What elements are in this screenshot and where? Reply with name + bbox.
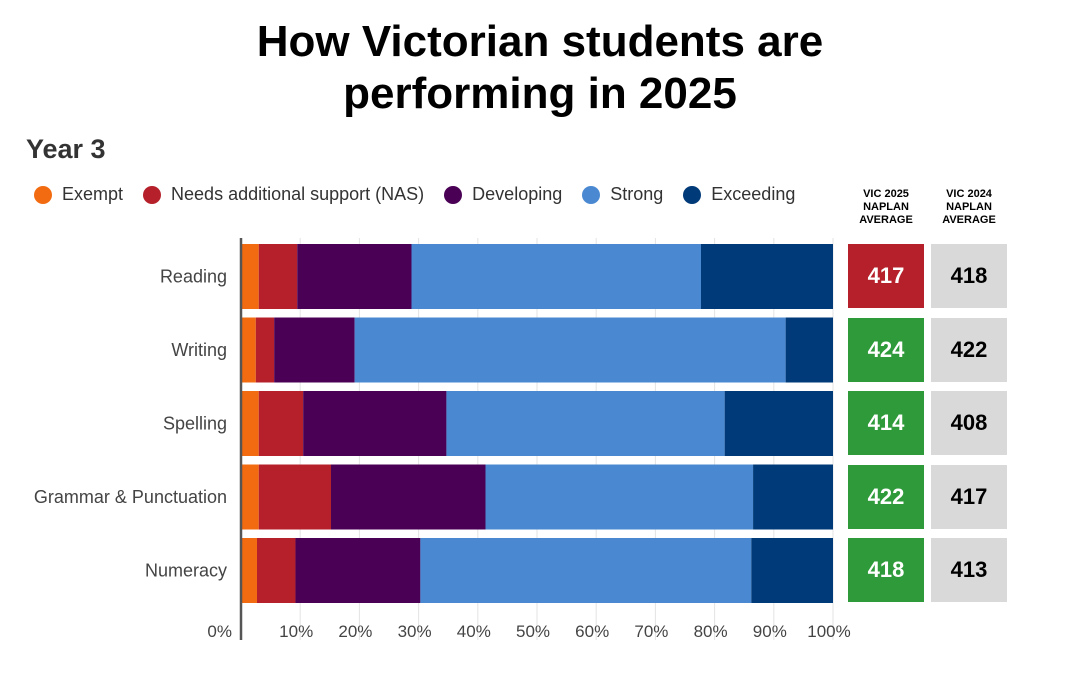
bar-segment — [420, 538, 752, 603]
bar-segment — [258, 464, 331, 530]
x-tick-label: 20% — [338, 622, 372, 641]
column-header-vic2025: VIC 2025 NAPLAN AVERAGE — [846, 188, 926, 227]
column-header-vic2024-line-2: NAPLAN — [946, 201, 992, 213]
bar-segment — [446, 391, 725, 456]
bar-segment — [258, 391, 304, 456]
legend-label-exempt: Exempt — [62, 184, 124, 204]
bar-segment — [256, 538, 296, 603]
vic2025-average-value: 422 — [848, 464, 924, 529]
category-label: Writing — [171, 340, 227, 360]
vic2024-average-value: 413 — [931, 538, 1007, 602]
legend-label-exceeding: Exceeding — [711, 184, 796, 204]
legend-swatch-strong — [582, 185, 601, 204]
bar-segment — [485, 464, 754, 530]
bar-segment — [255, 317, 275, 383]
x-tick-label: 50% — [516, 622, 550, 641]
bar-segment — [241, 391, 259, 456]
legend-swatch-developing — [444, 185, 463, 204]
bar-segment — [724, 391, 833, 456]
vic2025-average-value: 417 — [848, 244, 924, 308]
x-tick-label: 80% — [694, 622, 728, 641]
bar-segment — [330, 464, 486, 530]
vic2024-average-value: 422 — [931, 317, 1007, 382]
legend-item-developing: Developing — [444, 184, 562, 205]
vic2025-average-value: 424 — [848, 317, 924, 382]
chart-title: How Victorian students are performing in… — [0, 16, 1080, 120]
bar-segment — [241, 244, 259, 309]
legend-item-strong: Strong — [582, 184, 663, 205]
vic2024-average-value: 417 — [931, 464, 1007, 529]
chart-subtitle: Year 3 — [26, 134, 106, 164]
bar-segment — [241, 538, 257, 603]
x-tick-label: 70% — [634, 622, 668, 641]
chart-title-line-2: performing in 2025 — [343, 69, 737, 118]
column-header-vic2025-line-1: VIC 2025 — [863, 188, 909, 200]
vic2024-average-value: 408 — [931, 391, 1007, 455]
legend-swatch-exempt — [34, 185, 52, 204]
legend-swatch-exceeding — [683, 185, 702, 204]
x-tick-label: 60% — [575, 622, 609, 641]
vic2025-average-value: 414 — [848, 391, 924, 455]
bar-segment — [295, 538, 421, 603]
bar-segment — [411, 244, 701, 309]
legend-item-nas: Needs additional support (NAS) — [143, 184, 424, 205]
bar-segment — [785, 317, 833, 383]
x-tick-label: 0% — [207, 622, 232, 641]
bar-segment — [274, 317, 355, 383]
bar-segment — [241, 464, 259, 530]
bar-segment — [297, 244, 412, 309]
column-header-vic2024-line-3: AVERAGE — [942, 214, 996, 226]
column-header-vic2024-line-1: VIC 2024 — [946, 188, 992, 200]
bar-segment — [241, 317, 256, 383]
x-tick-label: 30% — [398, 622, 432, 641]
x-tick-label: 90% — [753, 622, 787, 641]
category-label: Numeracy — [145, 561, 227, 581]
bar-segment — [354, 317, 786, 383]
column-header-vic2025-line-3: AVERAGE — [859, 214, 913, 226]
category-label: Reading — [160, 267, 227, 287]
legend-item-exempt: Exempt — [34, 184, 123, 205]
legend-label-developing: Developing — [472, 184, 563, 204]
bar-segment — [258, 244, 298, 309]
column-header-vic2025-line-2: NAPLAN — [863, 201, 909, 213]
vic2025-average-value: 418 — [848, 538, 924, 602]
bar-segment — [303, 391, 447, 456]
category-label: Spelling — [163, 414, 227, 434]
x-tick-label: 100% — [807, 622, 850, 641]
legend-swatch-nas — [143, 185, 162, 204]
column-header-vic2024: VIC 2024 NAPLAN AVERAGE — [929, 188, 1009, 227]
category-label: Grammar & Punctuation — [34, 487, 227, 507]
bar-segment — [700, 244, 833, 309]
bar-segment — [753, 464, 833, 530]
legend-label-nas: Needs additional support (NAS) — [171, 184, 425, 204]
vic2024-average-value: 418 — [931, 244, 1007, 308]
legend-label-strong: Strong — [610, 184, 664, 204]
x-tick-label: 10% — [279, 622, 313, 641]
bar-segment — [751, 538, 833, 603]
legend: Exempt Needs additional support (NAS) De… — [34, 184, 815, 205]
x-tick-label: 40% — [457, 622, 491, 641]
legend-item-exceeding: Exceeding — [683, 184, 795, 205]
chart-title-line-1: How Victorian students are — [256, 17, 824, 66]
